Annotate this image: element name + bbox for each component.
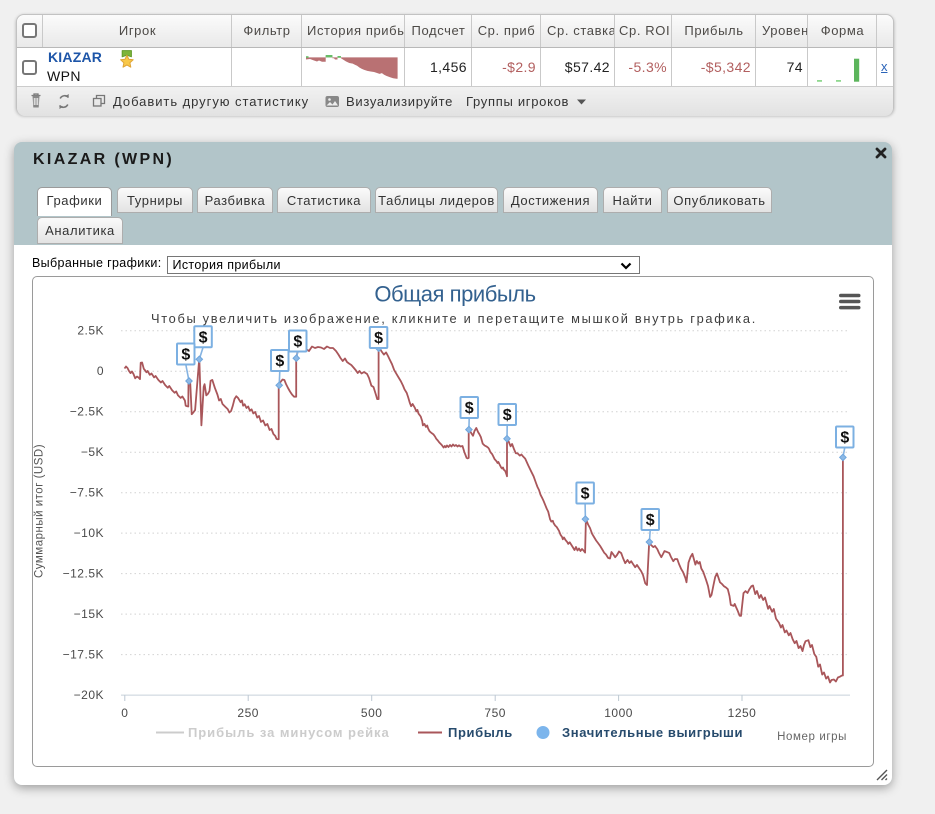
svg-text:−12.5K: −12.5K xyxy=(63,567,104,581)
svg-text:Номер игры: Номер игры xyxy=(777,731,847,743)
svg-text:Суммарный итог (USD): Суммарный итог (USD) xyxy=(34,444,46,578)
svg-text:−17.5K: −17.5K xyxy=(63,648,104,662)
svg-text:$: $ xyxy=(840,430,849,447)
svg-text:$: $ xyxy=(503,407,512,424)
svg-text:Общая прибыль: Общая прибыль xyxy=(374,282,535,307)
svg-text:$: $ xyxy=(465,400,474,417)
svg-text:$: $ xyxy=(293,334,302,351)
svg-text:$: $ xyxy=(374,330,383,347)
svg-text:−15K: −15K xyxy=(74,607,104,621)
svg-text:−5K: −5K xyxy=(81,445,104,459)
svg-text:1000: 1000 xyxy=(604,706,633,720)
svg-text:1250: 1250 xyxy=(728,706,757,720)
svg-text:$: $ xyxy=(199,329,208,346)
svg-text:−7.5K: −7.5K xyxy=(70,486,104,500)
svg-text:Значительные выигрыши: Значительные выигрыши xyxy=(562,725,743,740)
svg-text:$: $ xyxy=(181,347,190,364)
svg-text:Прибыль: Прибыль xyxy=(448,725,513,740)
svg-text:750: 750 xyxy=(484,706,506,720)
svg-text:Прибыль за минусом рейка: Прибыль за минусом рейка xyxy=(188,725,390,740)
svg-text:2.5K: 2.5K xyxy=(77,324,104,338)
svg-text:0: 0 xyxy=(97,364,104,378)
svg-text:$: $ xyxy=(646,512,655,529)
svg-text:Чтобы увеличить изображение, к: Чтобы увеличить изображение, кликните и … xyxy=(151,311,757,326)
svg-text:−20K: −20K xyxy=(74,688,104,702)
svg-text:250: 250 xyxy=(237,706,259,720)
svg-text:0: 0 xyxy=(121,706,128,720)
svg-text:500: 500 xyxy=(361,706,383,720)
svg-text:−2.5K: −2.5K xyxy=(70,405,104,419)
svg-text:$: $ xyxy=(581,486,590,503)
svg-text:$: $ xyxy=(275,353,284,370)
svg-text:−10K: −10K xyxy=(74,526,104,540)
